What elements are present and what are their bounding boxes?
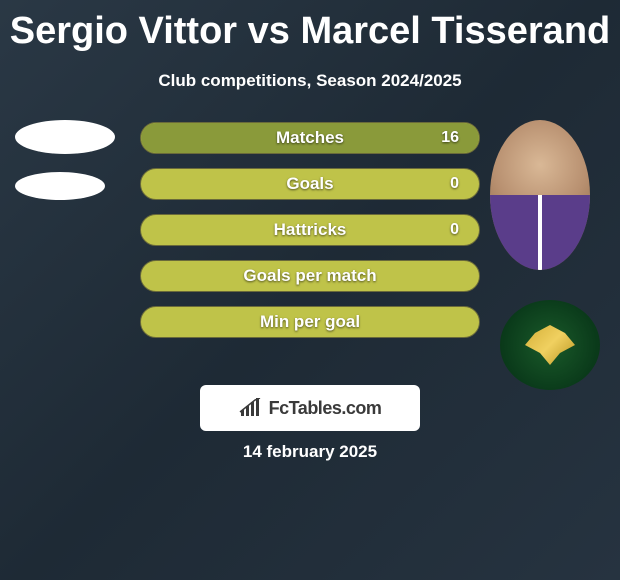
- stat-bar-min-per-goal: Min per goal: [140, 306, 480, 338]
- branding-text: FcTables.com: [269, 398, 382, 419]
- stat-bar-matches: Matches 16: [140, 122, 480, 154]
- falcon-icon: [525, 325, 575, 365]
- stat-label: Min per goal: [260, 312, 360, 332]
- stat-label: Goals: [286, 174, 333, 194]
- player-right-avatar: [490, 120, 590, 270]
- date-text: 14 february 2025: [0, 442, 620, 462]
- silhouette-head: [15, 120, 115, 154]
- stat-label: Matches: [276, 128, 344, 148]
- stat-bar-goals-per-match: Goals per match: [140, 260, 480, 292]
- stat-value: 0: [450, 175, 459, 193]
- stat-value: 16: [441, 129, 459, 147]
- silhouette-body: [15, 172, 105, 200]
- page-title: Sergio Vittor vs Marcel Tisserand: [0, 0, 620, 53]
- stat-label: Goals per match: [243, 266, 376, 286]
- player-left-avatar: [15, 120, 105, 210]
- stat-bar-goals: Goals 0: [140, 168, 480, 200]
- branding-badge: FcTables.com: [200, 385, 420, 431]
- club-badge: [500, 300, 600, 390]
- bar-chart-icon: [239, 398, 263, 418]
- subtitle: Club competitions, Season 2024/2025: [0, 53, 620, 91]
- stats-container: Matches 16 Goals 0 Hattricks 0 Goals per…: [140, 122, 480, 352]
- stat-value: 0: [450, 221, 459, 239]
- stat-bar-hattricks: Hattricks 0: [140, 214, 480, 246]
- stat-label: Hattricks: [274, 220, 347, 240]
